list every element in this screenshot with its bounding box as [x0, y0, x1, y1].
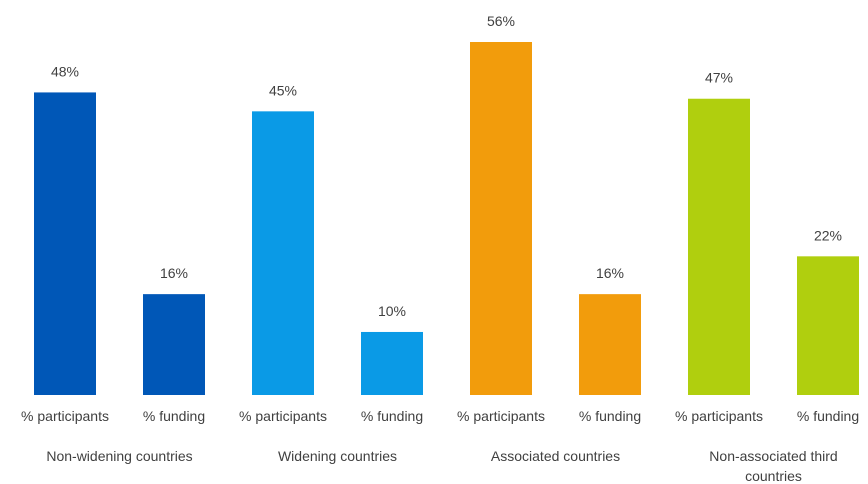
category-label-4-1: % participants	[675, 408, 763, 424]
bar-4-1	[688, 98, 750, 395]
group-label-2: Widening countries	[278, 448, 397, 464]
group-label-4-line-2: countries	[745, 468, 802, 484]
category-label-4-2: % funding	[797, 408, 859, 424]
data-label-2-2: 10%	[378, 303, 406, 319]
category-label-3-2: % funding	[579, 408, 641, 424]
bar-1-2	[143, 294, 205, 395]
data-label-2-1: 45%	[269, 82, 297, 98]
bar-3-2	[579, 294, 641, 395]
data-label-1-1: 48%	[51, 63, 79, 79]
data-label-3-1: 56%	[487, 13, 515, 29]
category-label-2-1: % participants	[239, 408, 327, 424]
bar-2-1	[252, 111, 314, 395]
group-label-3: Associated countries	[491, 448, 620, 464]
bar-3-1	[470, 42, 532, 395]
group-label-1: Non-widening countries	[46, 448, 192, 464]
data-label-4-2: 22%	[814, 227, 842, 243]
bar-1-1	[34, 92, 96, 395]
category-label-2-2: % funding	[361, 408, 423, 424]
bar-4-2	[797, 256, 859, 395]
category-label-1-2: % funding	[143, 408, 205, 424]
data-label-3-2: 16%	[596, 265, 624, 281]
category-label-3-1: % participants	[457, 408, 545, 424]
data-label-4-1: 47%	[705, 70, 733, 86]
bar-2-2	[361, 331, 423, 395]
data-label-1-2: 16%	[160, 265, 188, 281]
group-label-4-line-1: Non-associated third	[709, 448, 837, 464]
category-label-1-1: % participants	[21, 408, 109, 424]
